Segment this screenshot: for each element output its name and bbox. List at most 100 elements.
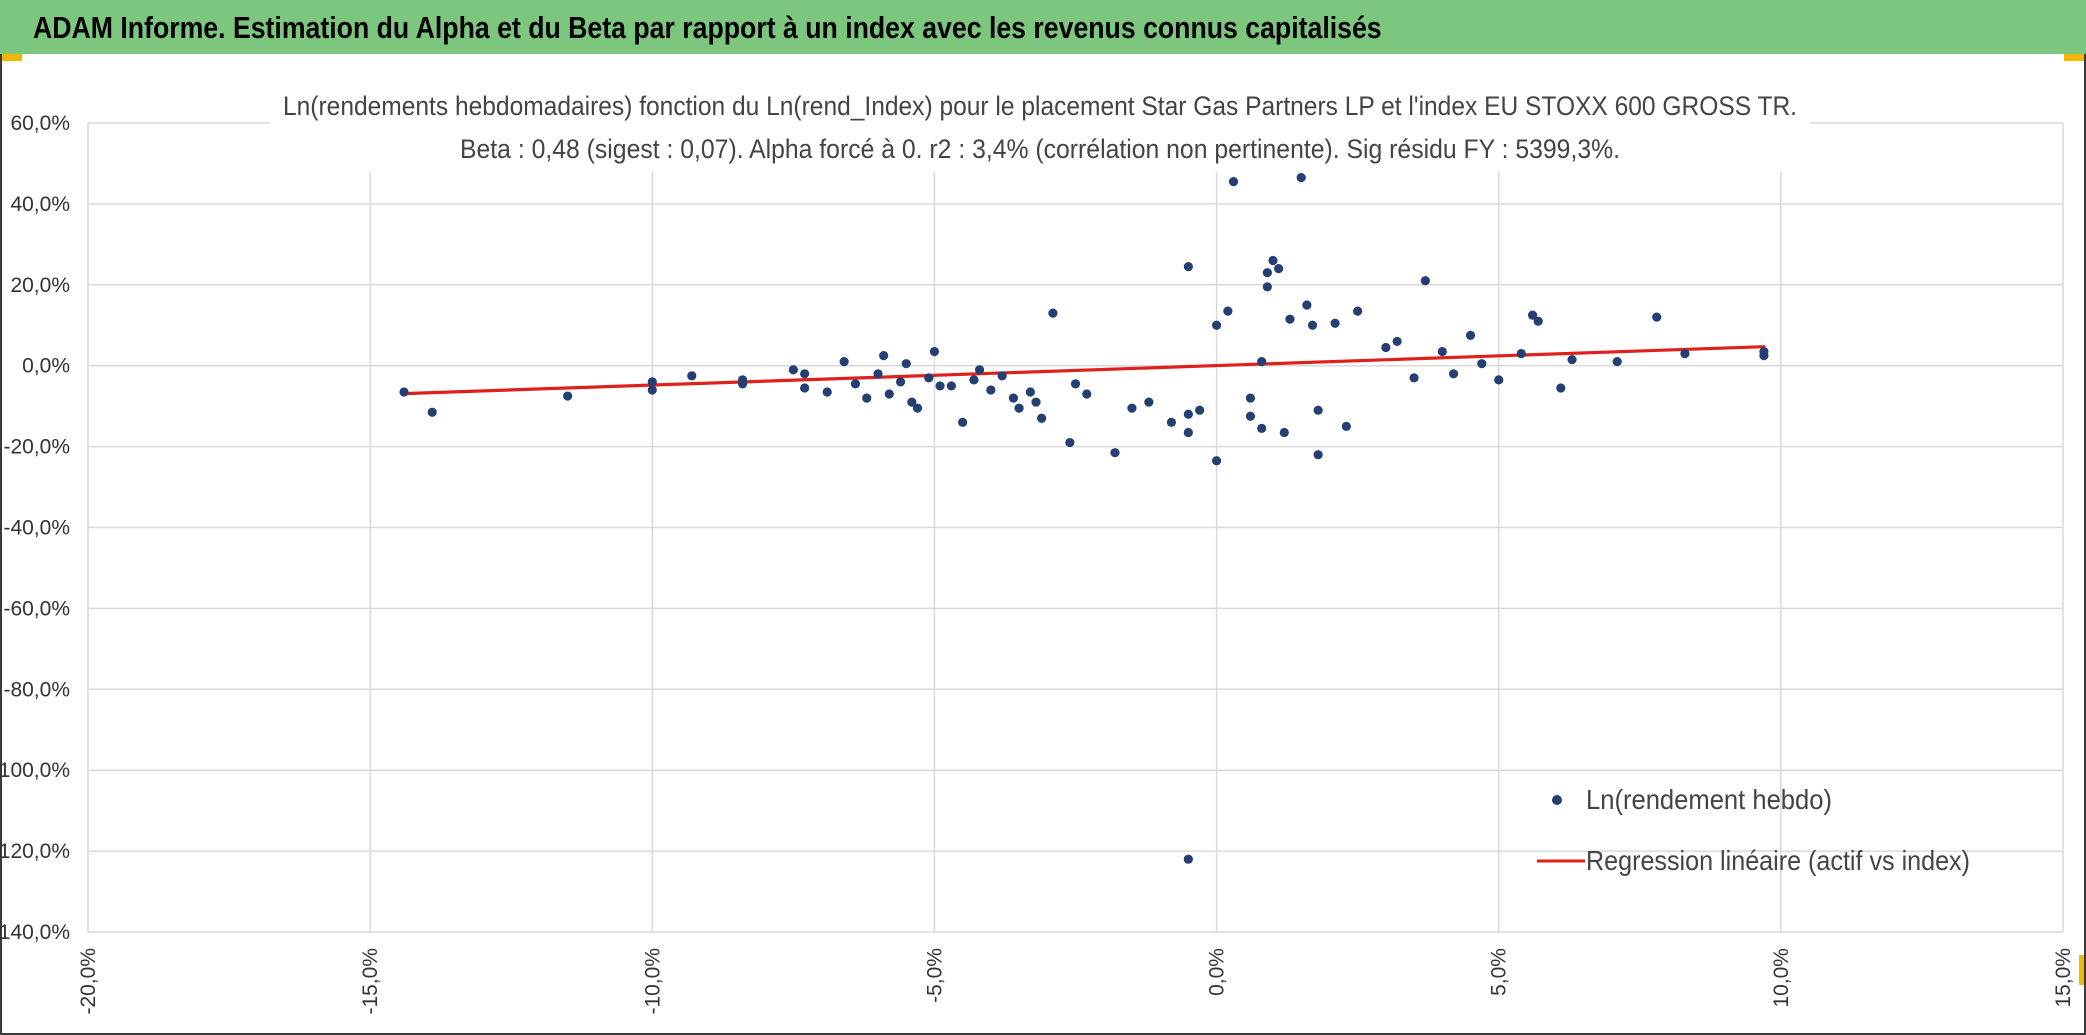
data-point-49 xyxy=(1211,320,1222,330)
y-tick-label-8: -100,0% xyxy=(0,759,70,782)
data-point-18 xyxy=(895,377,906,387)
data-point-0 xyxy=(399,387,409,397)
data-point-31 xyxy=(1008,393,1019,403)
data-point-34 xyxy=(1031,397,1041,407)
data-point-60 xyxy=(1274,264,1284,274)
data-point-9 xyxy=(800,369,810,379)
data-point-48 xyxy=(1195,405,1205,415)
data-point-20 xyxy=(907,397,917,407)
data-point-61 xyxy=(1279,427,1289,438)
data-point-40 xyxy=(1110,448,1120,458)
data-point-63 xyxy=(1296,173,1306,183)
data-point-7 xyxy=(737,379,748,389)
data-point-2 xyxy=(563,391,573,401)
data-point-5 xyxy=(687,371,697,381)
data-point-25 xyxy=(946,381,956,391)
data-point-22 xyxy=(924,373,934,383)
corner-marker-top-right xyxy=(2064,54,2086,61)
chart-title-line-1: Ln(rendements hebdomadaires) fonction du… xyxy=(283,91,1797,121)
data-point-30 xyxy=(997,371,1007,381)
data-point-80 xyxy=(1516,348,1526,359)
data-point-71 xyxy=(1381,342,1391,353)
x-tick-label-3: -5,0% xyxy=(923,948,946,1003)
data-point-67 xyxy=(1313,405,1323,415)
y-tick-label-0: 60,0% xyxy=(10,112,70,135)
data-point-81 xyxy=(1527,310,1538,320)
data-point-33 xyxy=(1025,387,1035,397)
y-tick-label-10: -140,0% xyxy=(0,921,70,944)
data-point-17 xyxy=(884,389,894,399)
data-point-56 xyxy=(1257,357,1267,367)
y-tick-label-6: -60,0% xyxy=(3,597,70,620)
data-point-35 xyxy=(1037,413,1047,423)
y-tick-label-7: -80,0% xyxy=(3,678,70,701)
data-point-44 xyxy=(1183,261,1193,272)
legend: Ln(rendement hebdo) Regression linéaire … xyxy=(1537,784,1970,876)
data-point-82 xyxy=(1533,316,1543,326)
data-point-51 xyxy=(1223,306,1233,316)
title-background xyxy=(270,86,1810,172)
data-point-62 xyxy=(1285,314,1295,324)
y-tick-label-3: 0,0% xyxy=(22,355,70,378)
data-point-47 xyxy=(1183,854,1193,864)
y-tick-label-4: -20,0% xyxy=(3,436,70,459)
y-tick-label-5: -40,0% xyxy=(3,517,70,540)
data-point-86 xyxy=(1652,312,1662,322)
data-point-76 xyxy=(1448,369,1459,379)
x-tick-label-7: 15,0% xyxy=(2052,948,2075,1008)
data-point-24 xyxy=(935,381,945,391)
data-point-42 xyxy=(1144,397,1154,407)
data-point-36 xyxy=(1048,308,1058,318)
report-title: ADAM Informe. Estimation du Alpha et du … xyxy=(33,10,1382,45)
data-point-11 xyxy=(822,387,832,397)
x-tick-label-0: -20,0% xyxy=(77,948,100,1015)
data-point-72 xyxy=(1392,336,1402,347)
data-point-29 xyxy=(986,385,996,395)
data-point-77 xyxy=(1465,330,1476,340)
data-point-23 xyxy=(929,346,940,357)
data-point-74 xyxy=(1420,276,1430,286)
data-point-19 xyxy=(901,359,911,369)
corner-marker-bottom-right xyxy=(2079,955,2086,985)
x-tick-label-5: 5,0% xyxy=(1488,948,1511,996)
x-tick-label-1: -15,0% xyxy=(359,948,382,1015)
data-point-37 xyxy=(1065,437,1075,448)
data-point-70 xyxy=(1353,306,1363,316)
data-point-10 xyxy=(800,383,810,393)
data-point-85 xyxy=(1612,357,1622,367)
chart-title-line-2: Beta : 0,48 (sigest : 0,07). Alpha forcé… xyxy=(460,134,1620,164)
data-point-84 xyxy=(1567,355,1577,365)
data-point-52 xyxy=(1228,177,1239,187)
data-point-32 xyxy=(1014,403,1024,413)
data-point-75 xyxy=(1437,346,1447,357)
y-axis-ticks: 60,0% 40,0% 20,0% 0,0% -20,0% -40,0% -60,0% -80… xyxy=(0,112,70,944)
data-point-55 xyxy=(1257,423,1267,433)
data-point-66 xyxy=(1313,450,1323,460)
data-point-53 xyxy=(1245,411,1256,421)
data-point-8 xyxy=(788,365,798,375)
data-point-15 xyxy=(873,369,883,379)
chart-frame xyxy=(0,54,2086,1035)
data-point-45 xyxy=(1183,409,1193,419)
legend-label-scatter: Ln(rendement hebdo) xyxy=(1586,784,1832,815)
x-tick-label-6: 10,0% xyxy=(1770,948,1793,1008)
data-point-16 xyxy=(879,350,889,361)
data-point-3 xyxy=(647,385,657,395)
x-axis-ticks: -20,0% -15,0% -10,0% -5,0% 0,0% 5,0% 10,0% 15,0… xyxy=(77,948,2075,1015)
x-tick-label-2: -10,0% xyxy=(641,948,664,1015)
grid-lines xyxy=(87,122,2064,933)
legend-label-line: Regression linéaire (actif vs index) xyxy=(1586,845,1970,876)
data-point-13 xyxy=(850,379,861,389)
data-point-12 xyxy=(839,357,849,367)
data-point-64 xyxy=(1302,300,1312,310)
data-point-4 xyxy=(647,377,657,387)
scatter-series xyxy=(399,173,1769,864)
data-point-14 xyxy=(862,393,872,403)
x-tick-label-4: 0,0% xyxy=(1206,948,1229,996)
data-point-38 xyxy=(1070,379,1081,389)
data-point-69 xyxy=(1341,421,1351,431)
corner-marker-top-left xyxy=(0,54,22,61)
data-point-50 xyxy=(1211,456,1222,466)
data-point-68 xyxy=(1330,318,1340,328)
